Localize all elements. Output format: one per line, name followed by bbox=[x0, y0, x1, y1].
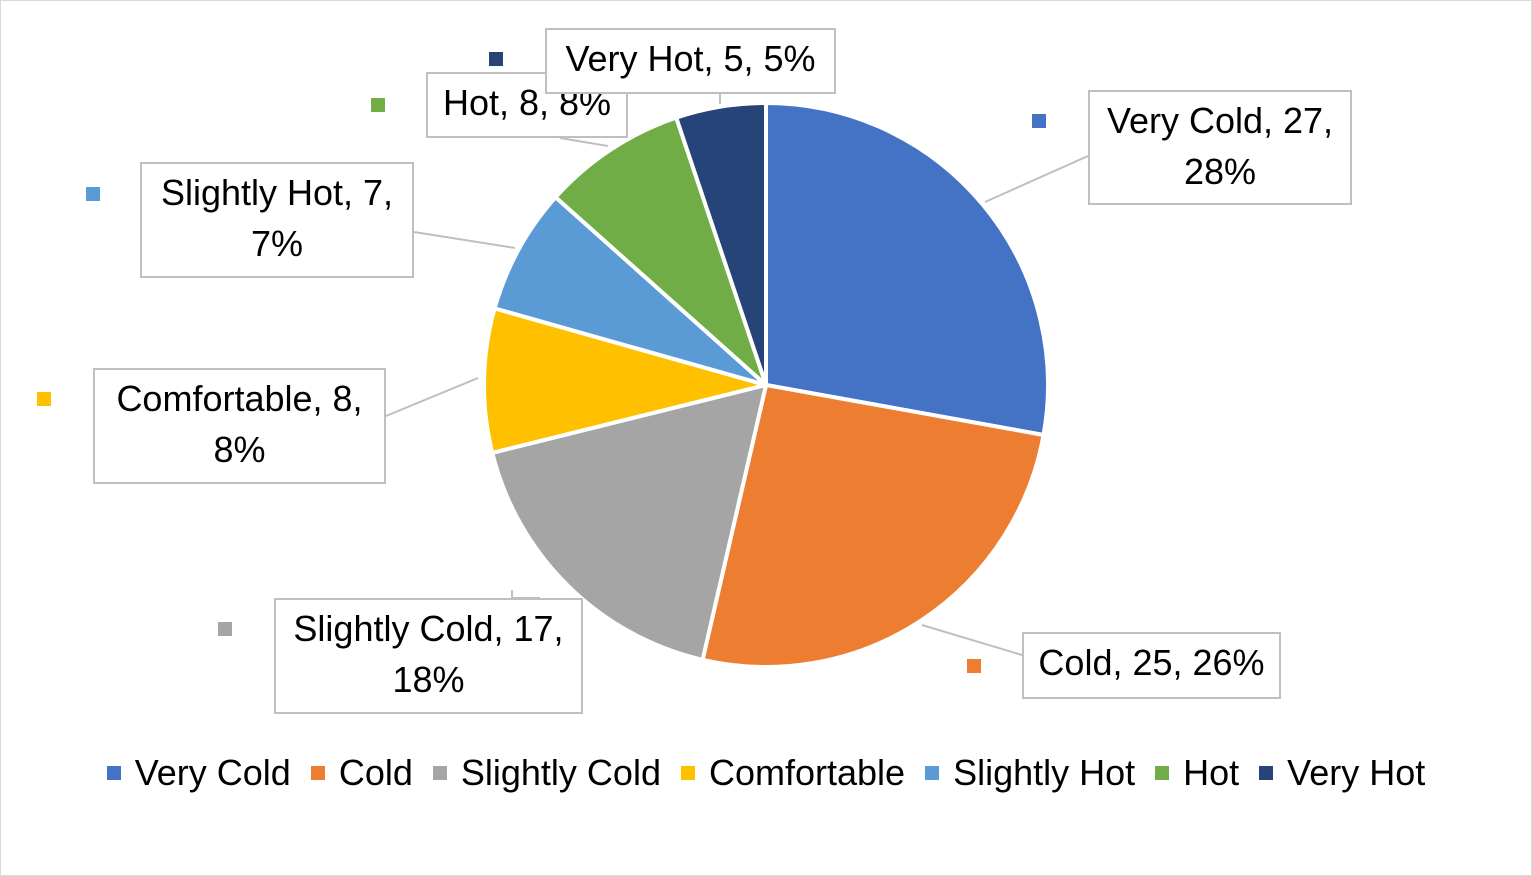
legend-swatch bbox=[432, 766, 447, 780]
data-label-line: 7% bbox=[250, 223, 304, 264]
data-label-line: Comfortable, 8, bbox=[116, 378, 363, 419]
data-label-line: Very Cold, 27, bbox=[1106, 100, 1334, 141]
legend-label: Comfortable bbox=[708, 752, 906, 793]
legend: Very Cold Cold Slightly Cold Comfortable… bbox=[0, 748, 1532, 798]
data-label-comfortable: Comfortable, 8, 8% bbox=[93, 368, 386, 484]
legend-swatch bbox=[925, 766, 940, 780]
legend-label: Slightly Cold bbox=[460, 752, 661, 793]
data-label-slightly-cold: Slightly Cold, 17, 18% bbox=[274, 598, 583, 714]
pie-slice-slightly-hot bbox=[492, 195, 768, 387]
callout-marker-comfortable bbox=[37, 392, 51, 406]
legend-swatch bbox=[106, 766, 121, 780]
pie-slice-comfortable bbox=[482, 306, 768, 455]
legend-swatch bbox=[310, 766, 325, 780]
leader-lines bbox=[385, 94, 1089, 656]
legend-item-hot: Hot bbox=[1155, 752, 1239, 794]
leader-line-cold bbox=[921, 624, 1023, 656]
leader-line-hot bbox=[559, 137, 609, 147]
legend-item-slightly-cold: Slightly Cold bbox=[432, 752, 661, 794]
callout-marker-slightly-hot bbox=[86, 187, 100, 201]
pie-slice-very-cold bbox=[764, 101, 1050, 437]
legend-item-very-cold: Very Cold bbox=[106, 752, 291, 794]
data-label-line: Very Hot, 5, 5% bbox=[565, 38, 816, 79]
callout-marker-very-cold bbox=[1032, 114, 1046, 128]
callout-marker-cold bbox=[967, 659, 981, 673]
pie-slice-very-hot bbox=[674, 101, 768, 387]
legend-item-slightly-hot: Slightly Hot bbox=[925, 752, 1135, 794]
legend-item-very-hot: Very Hot bbox=[1259, 752, 1425, 794]
pie-slices bbox=[482, 101, 1050, 669]
leader-line-slightly-hot bbox=[413, 231, 516, 249]
data-label-line: Slightly Cold, 17, bbox=[293, 608, 564, 649]
legend-label: Slightly Hot bbox=[953, 752, 1136, 793]
legend-label: Cold bbox=[338, 752, 413, 793]
legend-swatch bbox=[1259, 766, 1274, 780]
callout-marker-very-hot bbox=[489, 52, 503, 66]
data-label-line: Slightly Hot, 7, bbox=[160, 172, 394, 213]
legend-label: Very Cold bbox=[134, 752, 291, 793]
legend-swatch bbox=[680, 766, 695, 780]
leader-line-slightly-cold bbox=[511, 590, 540, 599]
callout-marker-slightly-cold bbox=[218, 622, 232, 636]
pie-slice-cold bbox=[700, 383, 1046, 669]
data-label-line: Cold, 25, 26% bbox=[1038, 642, 1265, 683]
pie-slice-slightly-cold bbox=[490, 383, 768, 662]
callout-marker-hot bbox=[371, 98, 385, 112]
legend-item-cold: Cold bbox=[310, 752, 413, 794]
pie-slice-hot bbox=[553, 115, 768, 387]
data-label-line: 8% bbox=[213, 429, 266, 470]
legend-swatch bbox=[1155, 766, 1170, 780]
data-label-cold: Cold, 25, 26% bbox=[1022, 632, 1281, 699]
legend-item-comfortable: Comfortable bbox=[680, 752, 906, 794]
legend-label: Hot bbox=[1183, 752, 1240, 793]
leader-line-comfortable bbox=[385, 377, 479, 417]
data-label-very-cold: Very Cold, 27, 28% bbox=[1088, 90, 1352, 205]
leader-line-very-cold bbox=[984, 155, 1089, 203]
data-label-very-hot: Very Hot, 5, 5% bbox=[545, 28, 836, 94]
data-label-line: 18% bbox=[392, 659, 465, 700]
data-label-slightly-hot: Slightly Hot, 7, 7% bbox=[140, 162, 414, 278]
data-label-line: 28% bbox=[1183, 151, 1257, 192]
legend-label: Very Hot bbox=[1287, 752, 1426, 793]
